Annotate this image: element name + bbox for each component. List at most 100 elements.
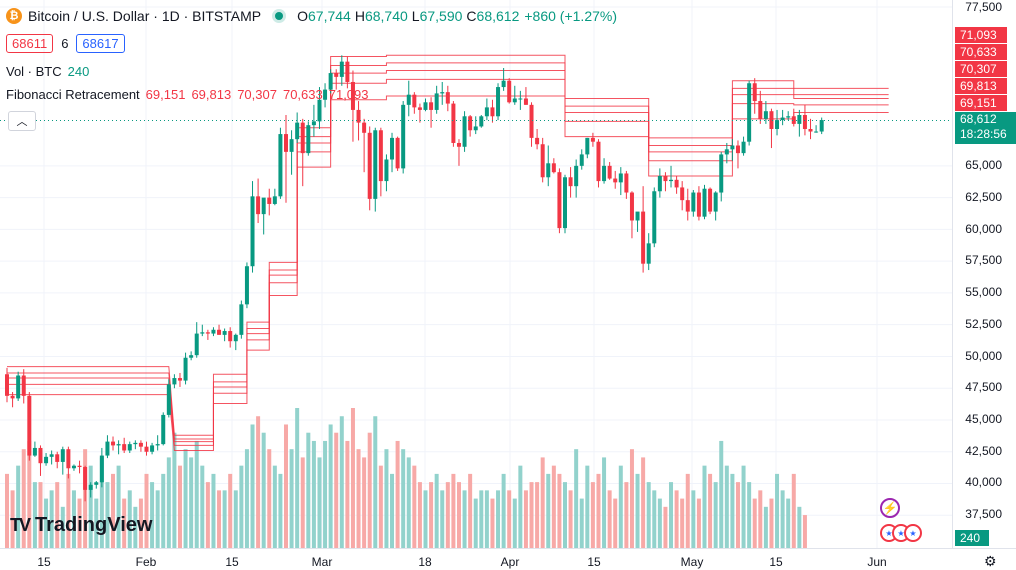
- collapse-legend-button[interactable]: ︿: [8, 111, 36, 131]
- tradingview-logo[interactable]: TV TradingView: [10, 514, 152, 537]
- volume-bar: [724, 465, 729, 548]
- candle-body: [629, 192, 634, 221]
- y-tick-label: 77,500: [965, 0, 1002, 14]
- volume-bar: [440, 490, 445, 548]
- economic-events[interactable]: ★ ★ ★: [880, 524, 922, 542]
- volume-bar: [462, 490, 467, 548]
- volume-bar: [166, 457, 171, 548]
- volume-bar: [390, 473, 395, 548]
- volume-bar: [546, 473, 551, 548]
- volume-bar: [10, 490, 15, 548]
- candle-body: [669, 179, 674, 182]
- candle-body: [367, 132, 372, 199]
- candle-body: [144, 446, 149, 452]
- volume-bar: [116, 465, 121, 548]
- y-tick-label: 55,000: [965, 285, 1002, 299]
- candle-body: [138, 442, 143, 447]
- x-tick-label: 18: [418, 555, 432, 569]
- volume-bar: [540, 457, 545, 548]
- volume-bar: [786, 498, 791, 548]
- y-tick-label: 52,500: [965, 317, 1002, 331]
- candle-body: [272, 196, 277, 204]
- candle-body: [429, 102, 434, 110]
- x-tick-label: 15: [37, 555, 51, 569]
- candle-body: [434, 93, 439, 110]
- volume-bar: [752, 498, 757, 548]
- volume-bar: [99, 457, 104, 548]
- y-tick-label: 37,500: [965, 507, 1002, 521]
- y-tick-label: 47,500: [965, 380, 1002, 394]
- volume-bar: [741, 465, 746, 548]
- candle-body: [183, 357, 188, 381]
- fib-legend[interactable]: Fibonacci Retracement 69,151 69,813 70,3…: [6, 87, 369, 102]
- candle-body: [278, 134, 283, 197]
- volume-bar: [535, 482, 540, 548]
- settings-icon[interactable]: ⚙: [984, 553, 997, 569]
- candle-body: [713, 192, 718, 212]
- fib-level-line: [7, 95, 889, 451]
- volume-bar: [21, 449, 26, 548]
- volume-bar: [406, 457, 411, 548]
- volume-bar: [177, 465, 182, 548]
- candle-body: [557, 172, 562, 229]
- volume-bar: [172, 432, 177, 548]
- candle-body: [618, 173, 623, 183]
- x-tick-label: Apr: [500, 555, 520, 569]
- candle-body: [602, 165, 607, 182]
- candle-body: [306, 125, 311, 154]
- bitcoin-icon: ₿: [6, 8, 22, 24]
- close-label: C: [466, 8, 477, 24]
- fib-price-tag: 69,813: [955, 78, 1007, 94]
- volume-bar: [680, 498, 685, 548]
- volume-bar: [579, 498, 584, 548]
- candle-body: [311, 121, 316, 126]
- candle-body: [546, 163, 551, 178]
- candle-body: [205, 332, 210, 334]
- fib-price-tag: 71,093: [955, 27, 1007, 43]
- volume-bar: [747, 482, 752, 548]
- candle-body: [83, 467, 88, 490]
- candle-body: [490, 107, 495, 117]
- x-tick-label: 15: [587, 555, 601, 569]
- volume-bar: [32, 482, 37, 548]
- volume-bar: [250, 424, 255, 548]
- volume-bar: [730, 473, 735, 548]
- brand-name: TradingView: [35, 514, 153, 536]
- volume-bar: [362, 457, 367, 548]
- volume-bar: [797, 506, 802, 548]
- buy-button[interactable]: 68617: [76, 34, 125, 53]
- symbol-title[interactable]: Bitcoin / U.S. Dollar · 1D · BITSTAMP: [28, 8, 262, 24]
- volume-bar: [468, 473, 473, 548]
- candle-body: [462, 116, 467, 147]
- volume-bar: [657, 498, 662, 548]
- candle-body: [323, 89, 328, 100]
- candle-body: [674, 179, 679, 188]
- volume-bar: [473, 498, 478, 548]
- sell-button[interactable]: 68611: [6, 34, 54, 53]
- volume-bar: [150, 482, 155, 548]
- candle-body: [172, 378, 177, 385]
- volume-bar: [518, 465, 523, 548]
- volume-bar: [161, 473, 166, 548]
- candle-body: [814, 131, 819, 133]
- volume-bar: [138, 498, 143, 548]
- candle-body: [590, 137, 595, 142]
- candle-body: [741, 141, 746, 154]
- y-tick-label: 40,000: [965, 475, 1002, 489]
- candle-body: [456, 142, 461, 147]
- volume-bar: [228, 473, 233, 548]
- volume-bar: [479, 490, 484, 548]
- volume-legend[interactable]: Vol · BTC 240: [6, 64, 89, 79]
- candle-body: [596, 141, 601, 182]
- lightning-icon[interactable]: ⚡: [880, 498, 900, 518]
- volume-bar: [713, 482, 718, 548]
- candle-body: [49, 454, 54, 457]
- volume-bar: [133, 506, 138, 548]
- bar-countdown: 18:28:56: [960, 127, 1007, 141]
- volume-bar: [27, 440, 32, 548]
- candle-body: [356, 109, 361, 123]
- candle-body: [501, 80, 506, 88]
- candle-body: [211, 329, 216, 334]
- candle-body: [261, 197, 266, 215]
